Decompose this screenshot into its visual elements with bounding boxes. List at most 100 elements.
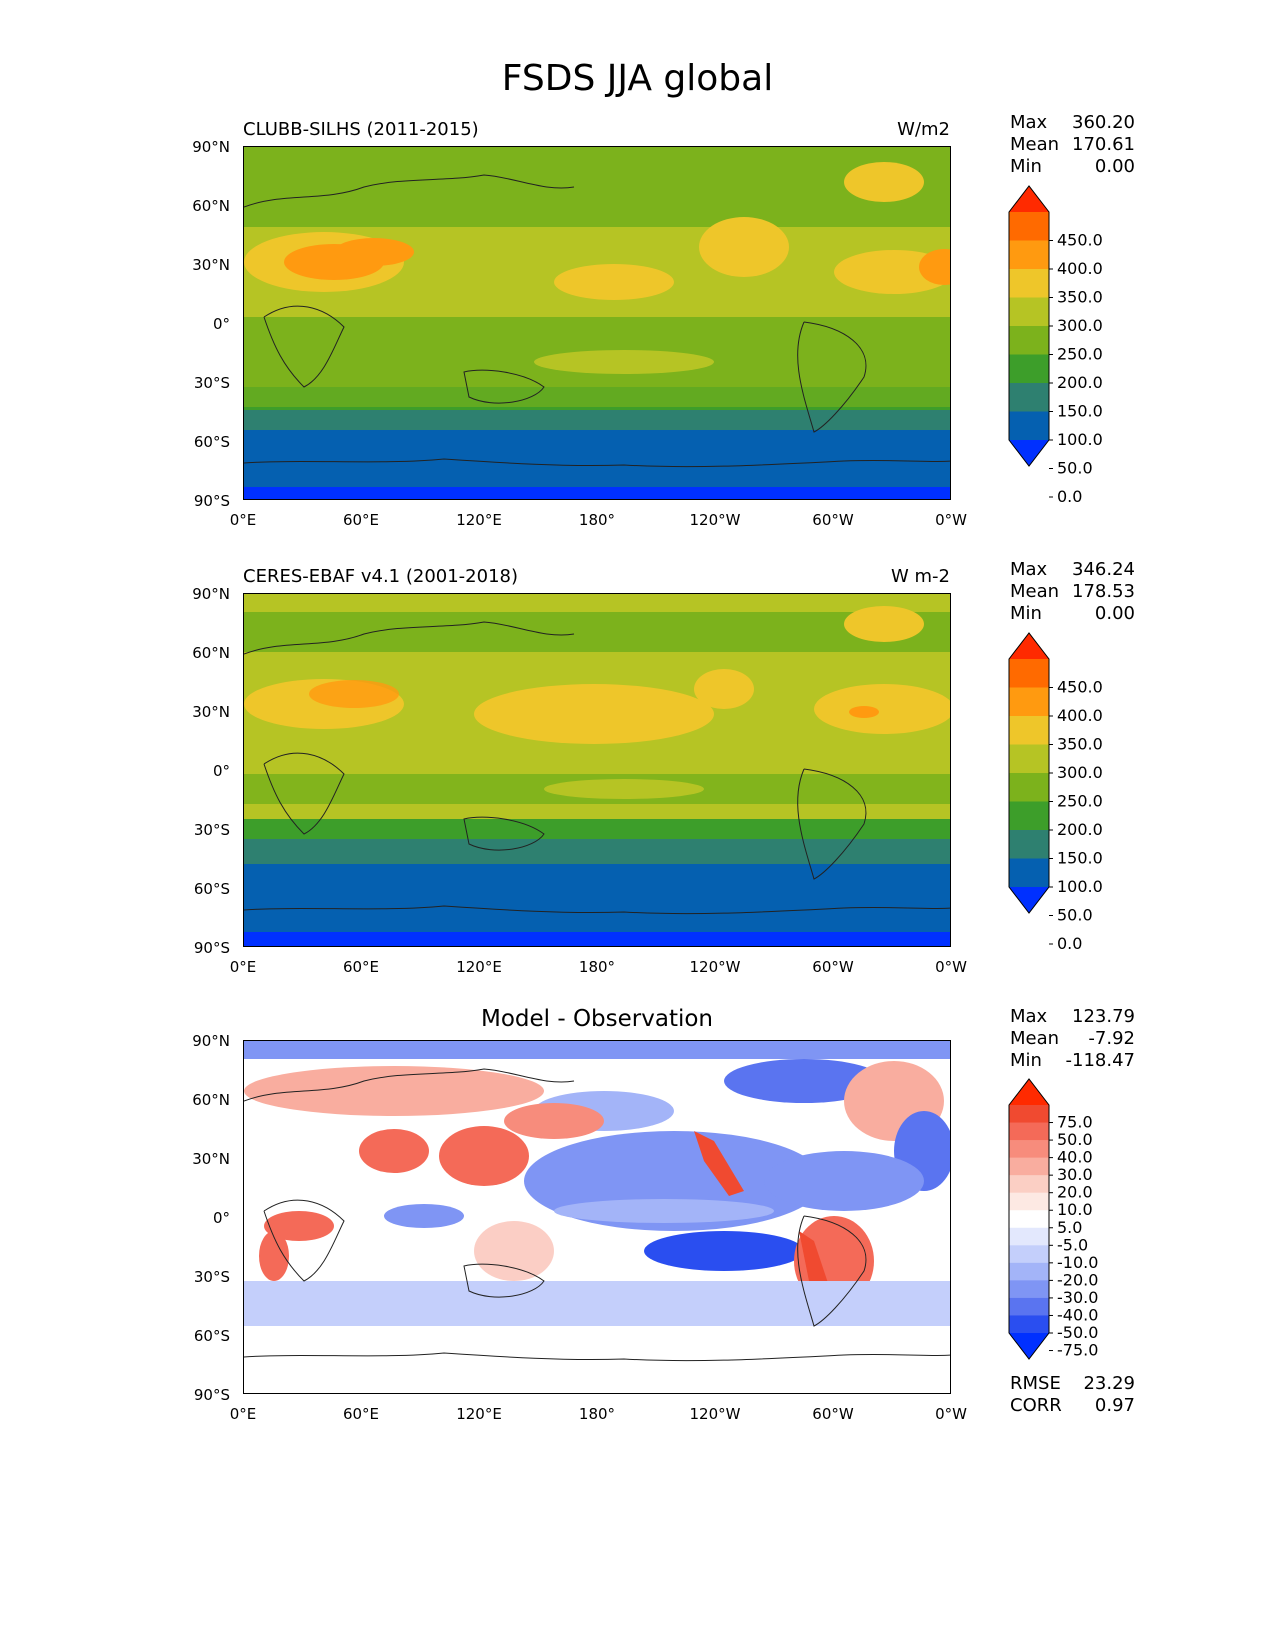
colorbar-label: 200.0 xyxy=(1057,820,1103,839)
stat-label: Mean xyxy=(1010,1028,1060,1049)
colorbar-label: -5.0 xyxy=(1057,1235,1088,1254)
stats-obs: Max 346.24 Mean 178.53 Min 0.00 xyxy=(1010,559,1135,625)
lat-label: 0° xyxy=(212,1209,230,1227)
colorbar-segment xyxy=(1009,801,1049,831)
colorbar-label: 450.0 xyxy=(1057,678,1103,697)
panel-title-obs: CERES-EBAF v4.1 (2001-2018) xyxy=(243,566,519,587)
stat-label: Max xyxy=(1010,1006,1048,1027)
colorbar-segment xyxy=(1009,773,1049,802)
lat-label: 90°S xyxy=(193,939,230,957)
colorbar-label: 40.0 xyxy=(1057,1148,1093,1167)
colorbar-segment xyxy=(1009,687,1049,717)
stat-value: 178.53 xyxy=(1072,581,1135,602)
colorbar-segment xyxy=(1009,1280,1049,1299)
lat-label: 30°S xyxy=(193,821,230,839)
colorbar-segment xyxy=(1009,269,1049,298)
colorbar-label: 350.0 xyxy=(1057,735,1103,754)
panel-title-model: CLUBB-SILHS (2011-2015) xyxy=(243,119,479,140)
colorbar-segment xyxy=(1009,383,1049,412)
lat-label: 0° xyxy=(212,762,230,780)
colorbar-segment xyxy=(1009,297,1049,327)
lon-label: 0°W xyxy=(935,511,967,529)
lon-label: 60°E xyxy=(342,958,380,976)
lon-label: 120°E xyxy=(456,958,502,976)
colorbar-label: 50.0 xyxy=(1057,1130,1093,1149)
colorbar-segment xyxy=(1009,326,1049,355)
lon-label: 60°W xyxy=(812,511,854,529)
map-model xyxy=(243,146,951,500)
colorbar-label: 50.0 xyxy=(1057,459,1093,478)
colorbar-model: 450.0 400.0 350.0 300.0 250.0 200.0 150.0 100.0… xyxy=(1008,185,1103,506)
stat-value: 123.79 xyxy=(1072,1006,1135,1027)
colorbar-segment xyxy=(1009,1262,1049,1281)
colorbar-label: 150.0 xyxy=(1057,849,1103,868)
colorbar-extend-bottom xyxy=(1009,887,1049,913)
colorbar-extend-bottom xyxy=(1009,1333,1049,1359)
lat-label: 90°N xyxy=(192,138,230,156)
units-model: W/m2 xyxy=(897,119,950,140)
colorbar-obs: 450.0 400.0 350.0 300.0 250.0 200.0 150.0 100.0… xyxy=(1008,632,1103,953)
lon-label: 0°W xyxy=(935,958,967,976)
colorbar-segment xyxy=(1009,1192,1049,1211)
colorbar-extend-top xyxy=(1009,1079,1049,1105)
lon-label: 60°W xyxy=(812,1405,854,1423)
stats-diff: Max 123.79 Mean -7.92 Min -118.47 xyxy=(1010,1006,1135,1072)
colorbar-segment xyxy=(1009,1245,1049,1264)
rmse-value: 23.29 xyxy=(1083,1373,1135,1394)
colorbar-extend-bottom xyxy=(1009,440,1049,466)
lat-label: 30°N xyxy=(192,703,230,721)
colorbar-label: -30.0 xyxy=(1057,1288,1098,1307)
stat-value: -118.47 xyxy=(1065,1050,1135,1071)
colorbar-segment xyxy=(1009,830,1049,859)
colorbar-segment xyxy=(1009,858,1049,888)
colorbar-segment xyxy=(1009,1210,1049,1229)
lon-label: 180° xyxy=(578,1405,616,1423)
stat-value: 360.20 xyxy=(1072,112,1135,133)
lat-label: 60°N xyxy=(192,197,230,215)
stats-model: Max 360.20 Mean 170.61 Min 0.00 xyxy=(1010,112,1135,178)
colorbar-label: 0.0 xyxy=(1057,487,1082,506)
lat-label: 30°N xyxy=(192,1150,230,1168)
colorbar-segment xyxy=(1009,1227,1049,1246)
colorbar-label: -10.0 xyxy=(1057,1253,1098,1272)
colorbar-segment xyxy=(1009,744,1049,774)
stat-label: Min xyxy=(1010,1050,1042,1071)
colorbar-segment xyxy=(1009,716,1049,745)
map-diff xyxy=(243,1040,951,1394)
lon-label: 60°E xyxy=(342,1405,380,1423)
lon-label: 0°E xyxy=(229,511,257,529)
colorbar-label: -50.0 xyxy=(1057,1323,1098,1342)
panel-title-diff: Model - Observation xyxy=(480,1006,714,1032)
stat-value: 0.00 xyxy=(1094,156,1135,177)
units-obs: W m-2 xyxy=(890,566,950,587)
colorbar-label: 30.0 xyxy=(1057,1165,1093,1184)
stat-value: 346.24 xyxy=(1072,559,1135,580)
colorbar-label: 300.0 xyxy=(1057,316,1103,335)
colorbar-label: 350.0 xyxy=(1057,288,1103,307)
lon-label: 60°W xyxy=(812,958,854,976)
colorbar-extend-top xyxy=(1009,633,1049,659)
stat-value: 0.00 xyxy=(1094,603,1135,624)
colorbar-label: 300.0 xyxy=(1057,763,1103,782)
colorbar-label: 20.0 xyxy=(1057,1183,1093,1202)
colorbar-segment xyxy=(1009,1105,1049,1124)
colorbar-segment xyxy=(1009,1157,1049,1176)
colorbar-label: -75.0 xyxy=(1057,1341,1098,1360)
colorbar-diff: 75.0 50.0 40.0 30.0 20.0 10.0 5.0 -5.0 -10.0 -20.… xyxy=(1008,1078,1098,1360)
lat-label: 90°S xyxy=(193,1386,230,1404)
lon-label: 120°W xyxy=(689,1405,741,1423)
colorbar-segment xyxy=(1009,1140,1049,1159)
lon-label: 120°E xyxy=(456,511,502,529)
lon-label: 180° xyxy=(578,511,616,529)
colorbar-label: 200.0 xyxy=(1057,373,1103,392)
colorbar-label: 250.0 xyxy=(1057,345,1103,364)
colorbar-label: 400.0 xyxy=(1057,259,1103,278)
colorbar-segment xyxy=(1009,1175,1049,1194)
colorbar-label: 0.0 xyxy=(1057,934,1082,953)
lon-label: 60°E xyxy=(342,511,380,529)
figure-title: FSDS JJA global xyxy=(501,58,774,99)
lat-label: 60°S xyxy=(193,1327,230,1345)
lat-label: 0° xyxy=(212,315,230,333)
colorbar-segment xyxy=(1009,411,1049,441)
lat-label: 60°N xyxy=(192,1091,230,1109)
